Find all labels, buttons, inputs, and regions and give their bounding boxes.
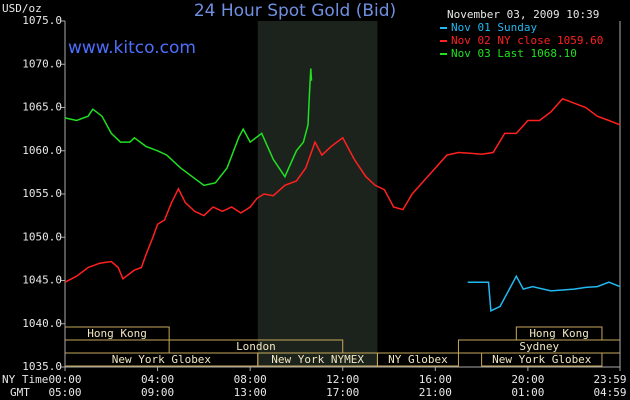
x-tick-label: 08:00: [234, 373, 267, 386]
y-tick-label: 1070.0: [22, 57, 62, 70]
chart-title: 24 Hour Spot Gold (Bid): [194, 1, 396, 21]
x2-tick-label: 21:00: [419, 386, 452, 399]
x-axis-label: NY Time: [2, 373, 48, 386]
session-label: New York Globex: [492, 353, 592, 366]
x-tick-label: 23:59: [593, 373, 626, 386]
y-tick-label: 1050.0: [22, 230, 62, 243]
x2-tick-label: 17:00: [326, 386, 359, 399]
legend-label: Nov 02 NY close 1059.60: [451, 34, 603, 47]
session-bar: [168, 339, 344, 354]
x2-axis-label: GMT: [10, 386, 30, 399]
session-label: New York NYMEX: [271, 353, 364, 366]
y-tick-label: 1060.0: [22, 144, 62, 157]
x2-tick-label: 05:00: [48, 386, 81, 399]
y-tick-label: 1040.0: [22, 317, 62, 330]
session-bar: [515, 326, 603, 341]
series-line: [64, 68, 313, 187]
x2-tick-label: 01:00: [511, 386, 544, 399]
session-label: Sydney: [519, 340, 559, 353]
y-tick-label: 1035.0: [22, 360, 62, 373]
session-label: New York Globex: [112, 353, 212, 366]
y-axis-label: USD/oz: [2, 2, 42, 15]
session-label: London: [236, 340, 276, 353]
series-line: [64, 97, 621, 283]
y-tick-label: 1055.0: [22, 187, 62, 200]
x-tick-label: 20:00: [511, 373, 544, 386]
x2-tick-label: 04:59: [593, 386, 626, 399]
series-line: [467, 274, 621, 312]
shaded-span: [257, 21, 378, 367]
legend-label: Nov 03 Last 1068.10: [451, 47, 577, 60]
session-bar: [376, 352, 459, 367]
session-bar: [481, 352, 603, 367]
y-tick-label: 1065.0: [22, 101, 62, 114]
x-tick-label: 04:00: [141, 373, 174, 386]
y-tick-label: 1075.0: [22, 14, 62, 27]
y-tick-label: 1045.0: [22, 274, 62, 287]
timestamp: November 03, 2009 10:39: [447, 8, 599, 21]
session-label: Hong Kong: [87, 327, 147, 340]
x2-tick-label: 09:00: [141, 386, 174, 399]
x-tick-label: 12:00: [326, 373, 359, 386]
legend-label: Nov 01 Sunday: [451, 21, 537, 34]
x-tick-label: 16:00: [419, 373, 452, 386]
session-label: Hong Kong: [529, 327, 589, 340]
site-label: www.kitco.com: [68, 38, 196, 58]
session-label: NY Globex: [388, 353, 448, 366]
x2-tick-label: 13:00: [234, 386, 267, 399]
x-tick-label: 00:00: [48, 373, 81, 386]
